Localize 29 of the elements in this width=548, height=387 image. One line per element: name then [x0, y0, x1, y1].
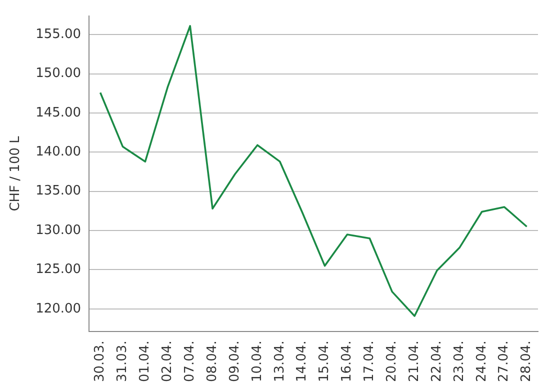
- x-tick-label: 27.04.: [496, 340, 512, 382]
- x-tick-label: 16.04.: [340, 340, 355, 382]
- x-tick-label: 09.04.: [227, 340, 242, 382]
- y-tick-label: 135.00: [36, 184, 82, 199]
- x-tick-label: 20.04.: [384, 340, 400, 382]
- x-tick-label: 10.04.: [250, 340, 265, 382]
- y-tick-label: 125.00: [36, 262, 82, 278]
- x-tick-label: 01.04.: [138, 340, 153, 382]
- x-tick-label: 22.04.: [429, 340, 444, 382]
- x-tick-label: 23.04.: [452, 340, 467, 382]
- y-tick-label: 130.00: [36, 222, 82, 238]
- x-tick-label: 31.03.: [115, 340, 130, 382]
- x-tick-label: 30.03.: [92, 340, 108, 382]
- x-tick-label: 07.04.: [182, 340, 198, 382]
- x-tick-label: 24.04.: [474, 340, 490, 382]
- x-tick-label: 02.04.: [160, 340, 176, 382]
- x-tick-label: 21.04.: [406, 340, 422, 382]
- x-tick-label: 28.04.: [519, 340, 534, 382]
- x-tick-label: 08.04.: [204, 340, 220, 382]
- y-tick-label: 120.00: [36, 301, 82, 316]
- x-tick-label: 17.04.: [362, 340, 378, 382]
- y-tick-label: 140.00: [36, 144, 82, 160]
- y-axis-title: CHF / 100 L: [8, 135, 24, 212]
- y-tick-label: 150.00: [36, 66, 82, 82]
- y-tick-label: 155.00: [36, 26, 82, 42]
- y-tick-label: 145.00: [36, 105, 82, 120]
- x-tick-label: 15.04.: [317, 340, 332, 382]
- x-tick-label: 13.04.: [272, 340, 288, 382]
- x-tick-label: 14.04.: [294, 340, 310, 382]
